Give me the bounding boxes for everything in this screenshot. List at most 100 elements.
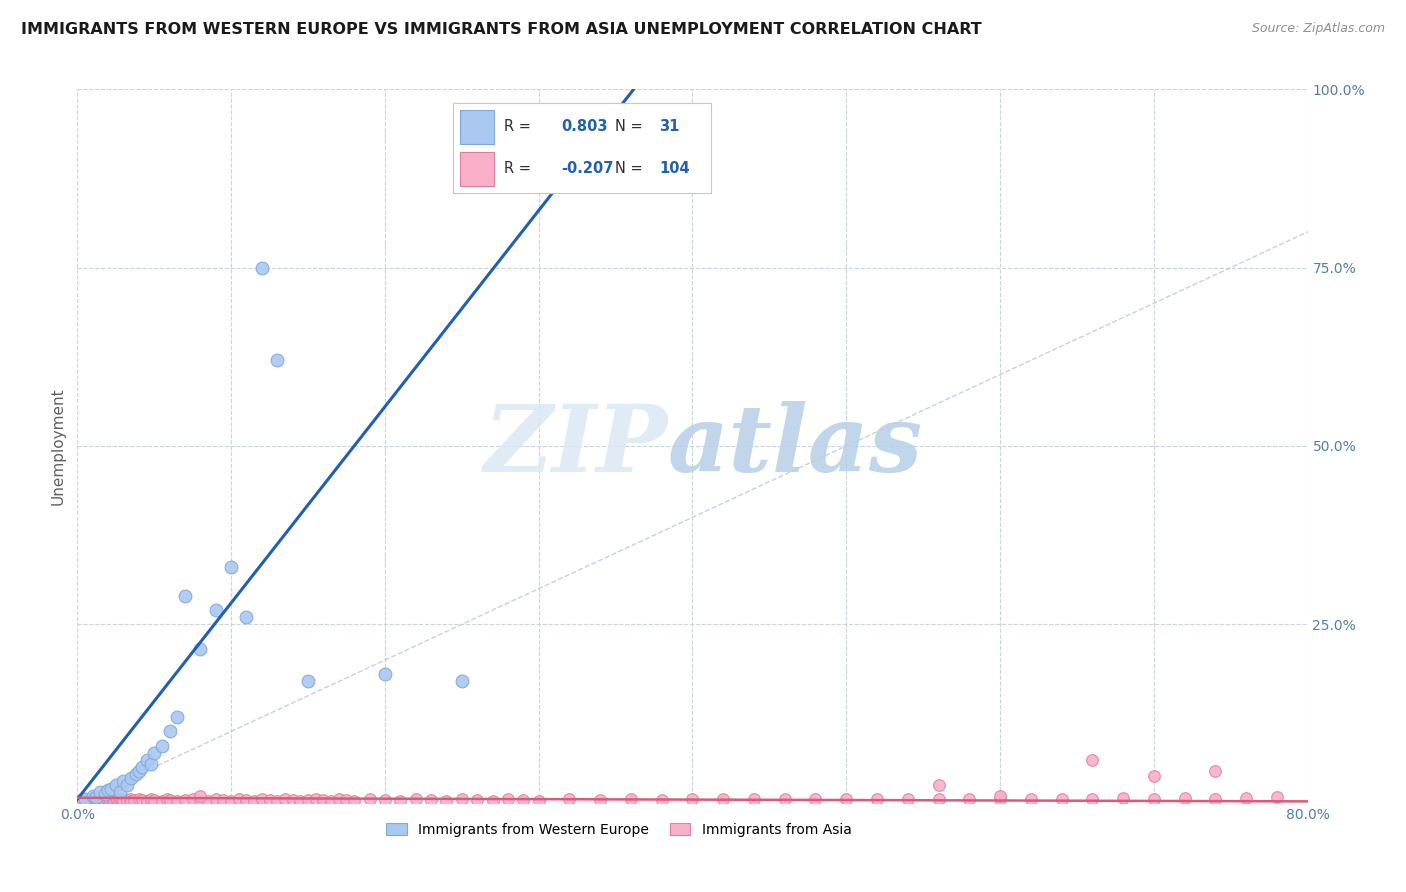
Y-axis label: Unemployment: Unemployment xyxy=(51,387,66,505)
Point xyxy=(1081,753,1104,767)
Point xyxy=(73,794,96,808)
Point xyxy=(188,793,212,807)
Point xyxy=(988,789,1011,803)
Point xyxy=(96,792,118,806)
Point xyxy=(988,792,1011,806)
Point xyxy=(80,791,103,805)
Point xyxy=(174,589,197,603)
Point xyxy=(131,793,153,807)
Point xyxy=(212,793,235,807)
Point xyxy=(1234,790,1257,805)
Point xyxy=(166,794,188,808)
Point xyxy=(1050,792,1073,806)
Point xyxy=(150,794,173,808)
Point xyxy=(651,793,673,807)
Point xyxy=(682,792,704,806)
Point xyxy=(281,793,304,807)
Point xyxy=(312,793,335,807)
Point xyxy=(1081,791,1104,805)
Point xyxy=(1265,790,1288,805)
Point xyxy=(204,792,226,806)
Point xyxy=(94,794,117,808)
Point xyxy=(125,767,148,781)
Point xyxy=(235,610,257,624)
Point xyxy=(620,792,643,806)
Point xyxy=(204,603,226,617)
Point xyxy=(243,794,266,808)
Point xyxy=(150,739,173,753)
Point xyxy=(131,760,153,774)
Text: IMMIGRANTS FROM WESTERN EUROPE VS IMMIGRANTS FROM ASIA UNEMPLOYMENT CORRELATION : IMMIGRANTS FROM WESTERN EUROPE VS IMMIGR… xyxy=(21,22,981,37)
Point xyxy=(405,792,427,806)
Point xyxy=(928,778,950,792)
Point xyxy=(89,785,111,799)
Point xyxy=(70,792,93,806)
Point xyxy=(120,771,142,785)
Point xyxy=(1204,764,1226,778)
Point xyxy=(512,793,534,807)
Point xyxy=(319,794,342,808)
Point xyxy=(219,560,242,574)
Point xyxy=(115,778,138,792)
Point xyxy=(110,792,132,806)
Text: atlas: atlas xyxy=(668,401,924,491)
Point xyxy=(155,792,177,806)
Point xyxy=(82,789,104,803)
Point xyxy=(274,792,297,806)
Point xyxy=(143,746,166,760)
Point xyxy=(104,792,127,806)
Point xyxy=(166,710,188,724)
Text: ZIP: ZIP xyxy=(484,401,668,491)
Point xyxy=(143,793,166,807)
Point xyxy=(82,794,104,808)
Point xyxy=(89,792,111,806)
Point xyxy=(589,793,612,807)
Point xyxy=(359,792,381,806)
Point xyxy=(328,792,350,806)
Point xyxy=(1143,769,1166,783)
Point xyxy=(250,792,273,806)
Legend: Immigrants from Western Europe, Immigrants from Asia: Immigrants from Western Europe, Immigran… xyxy=(381,817,856,842)
Point xyxy=(112,774,135,789)
Point xyxy=(420,793,443,807)
Point xyxy=(79,792,101,806)
Point xyxy=(897,791,920,805)
Point xyxy=(97,793,120,807)
Point xyxy=(159,793,181,807)
Point xyxy=(141,756,163,771)
Point xyxy=(389,794,412,808)
Point xyxy=(374,793,396,807)
Point xyxy=(235,793,257,807)
Point xyxy=(496,792,519,806)
Point xyxy=(100,781,122,796)
Point xyxy=(105,793,128,807)
Point xyxy=(1174,790,1197,805)
Point xyxy=(957,791,980,805)
Point xyxy=(159,724,181,739)
Point xyxy=(135,753,157,767)
Point xyxy=(928,792,950,806)
Point xyxy=(1143,791,1166,805)
Text: Source: ZipAtlas.com: Source: ZipAtlas.com xyxy=(1251,22,1385,36)
Point xyxy=(188,789,212,803)
Point xyxy=(87,793,110,807)
Point xyxy=(181,792,204,806)
Point xyxy=(436,794,458,808)
Point xyxy=(250,260,273,275)
Point xyxy=(118,792,141,806)
Point xyxy=(84,792,107,806)
Point xyxy=(343,794,366,808)
Point xyxy=(103,794,125,808)
Point xyxy=(297,674,319,689)
Point xyxy=(73,792,96,806)
Point xyxy=(135,794,157,808)
Point xyxy=(110,785,132,799)
Point xyxy=(527,794,550,808)
Point xyxy=(122,793,145,807)
Point xyxy=(104,778,127,792)
Point xyxy=(259,793,281,807)
Point xyxy=(1204,791,1226,805)
Point xyxy=(1019,791,1042,805)
Point xyxy=(174,793,197,807)
Point xyxy=(112,794,135,808)
